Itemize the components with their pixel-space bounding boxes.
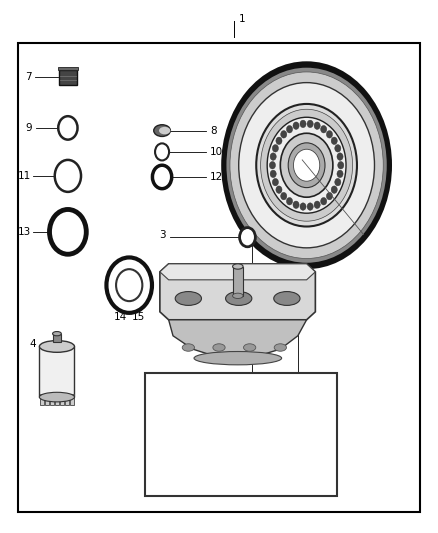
Circle shape	[314, 122, 320, 130]
Circle shape	[276, 186, 282, 193]
Circle shape	[230, 72, 383, 259]
Circle shape	[321, 198, 327, 205]
Circle shape	[116, 269, 142, 301]
Circle shape	[286, 198, 293, 205]
Ellipse shape	[53, 332, 61, 336]
Polygon shape	[160, 264, 315, 280]
Circle shape	[155, 143, 169, 160]
Circle shape	[49, 209, 86, 254]
Bar	[40, 394, 44, 405]
Bar	[39, 346, 74, 397]
Ellipse shape	[233, 293, 243, 298]
Circle shape	[226, 68, 387, 263]
Bar	[59, 70, 77, 85]
Ellipse shape	[274, 292, 300, 305]
Circle shape	[276, 137, 282, 144]
Circle shape	[106, 257, 152, 313]
Circle shape	[281, 131, 287, 138]
Text: 8: 8	[210, 126, 217, 135]
Polygon shape	[169, 320, 307, 360]
Circle shape	[338, 161, 344, 169]
Circle shape	[337, 170, 343, 177]
Circle shape	[269, 161, 276, 169]
Circle shape	[58, 116, 78, 140]
Circle shape	[293, 201, 299, 208]
Circle shape	[321, 125, 327, 133]
Text: 5: 5	[259, 478, 266, 487]
Circle shape	[307, 120, 313, 127]
Text: 1: 1	[239, 14, 245, 23]
Text: 12: 12	[210, 172, 223, 182]
Circle shape	[261, 109, 353, 221]
Bar	[55, 394, 59, 405]
Circle shape	[239, 83, 374, 248]
Bar	[50, 394, 54, 405]
Bar	[233, 266, 243, 296]
Text: 6: 6	[275, 478, 282, 487]
Ellipse shape	[182, 344, 194, 351]
Bar	[71, 394, 74, 405]
Circle shape	[270, 153, 276, 160]
Circle shape	[331, 186, 337, 193]
Circle shape	[300, 120, 306, 127]
Circle shape	[221, 61, 392, 269]
Circle shape	[152, 165, 172, 189]
Circle shape	[307, 203, 313, 211]
Circle shape	[331, 137, 337, 144]
Ellipse shape	[39, 392, 74, 402]
Circle shape	[288, 143, 325, 188]
Circle shape	[55, 160, 81, 192]
Circle shape	[270, 170, 276, 177]
Bar	[53, 334, 61, 342]
Ellipse shape	[154, 125, 170, 136]
Bar	[58, 67, 78, 70]
Ellipse shape	[244, 344, 256, 351]
Ellipse shape	[274, 344, 286, 351]
Ellipse shape	[226, 292, 252, 305]
Circle shape	[256, 104, 357, 227]
Polygon shape	[160, 264, 315, 320]
Text: 4: 4	[29, 339, 36, 349]
Bar	[18, 43, 420, 512]
Ellipse shape	[233, 264, 243, 269]
Text: 11: 11	[18, 171, 31, 181]
Circle shape	[272, 144, 279, 152]
Text: 2: 2	[256, 195, 263, 205]
Circle shape	[326, 131, 332, 138]
Text: 10: 10	[210, 147, 223, 157]
Bar	[65, 394, 69, 405]
Circle shape	[240, 228, 255, 247]
Ellipse shape	[175, 292, 201, 305]
Ellipse shape	[213, 344, 225, 351]
Text: 9: 9	[25, 123, 32, 133]
Text: 14: 14	[114, 312, 127, 322]
Circle shape	[300, 203, 306, 211]
Circle shape	[267, 117, 346, 213]
Bar	[60, 394, 64, 405]
Circle shape	[293, 122, 299, 130]
Text: 3: 3	[159, 230, 166, 239]
Ellipse shape	[159, 127, 170, 134]
Circle shape	[286, 125, 293, 133]
Ellipse shape	[39, 341, 74, 352]
Bar	[145, 373, 337, 496]
Circle shape	[326, 192, 332, 200]
Circle shape	[337, 153, 343, 160]
Text: 7: 7	[25, 72, 32, 82]
Circle shape	[335, 144, 341, 152]
Circle shape	[335, 179, 341, 186]
Circle shape	[293, 149, 320, 181]
Text: 15: 15	[131, 312, 145, 322]
Circle shape	[272, 179, 279, 186]
Circle shape	[280, 133, 333, 197]
Circle shape	[281, 192, 287, 200]
Bar	[45, 394, 49, 405]
Circle shape	[314, 201, 320, 208]
Ellipse shape	[194, 352, 282, 365]
Text: 13: 13	[18, 227, 31, 237]
